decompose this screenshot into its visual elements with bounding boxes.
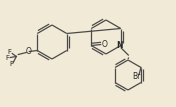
Text: F: F bbox=[7, 48, 11, 54]
Text: Br: Br bbox=[132, 72, 140, 81]
Text: O: O bbox=[25, 47, 31, 56]
Text: F: F bbox=[5, 54, 9, 60]
Text: F: F bbox=[9, 62, 13, 68]
Text: N: N bbox=[117, 41, 123, 50]
Text: O: O bbox=[101, 40, 107, 49]
